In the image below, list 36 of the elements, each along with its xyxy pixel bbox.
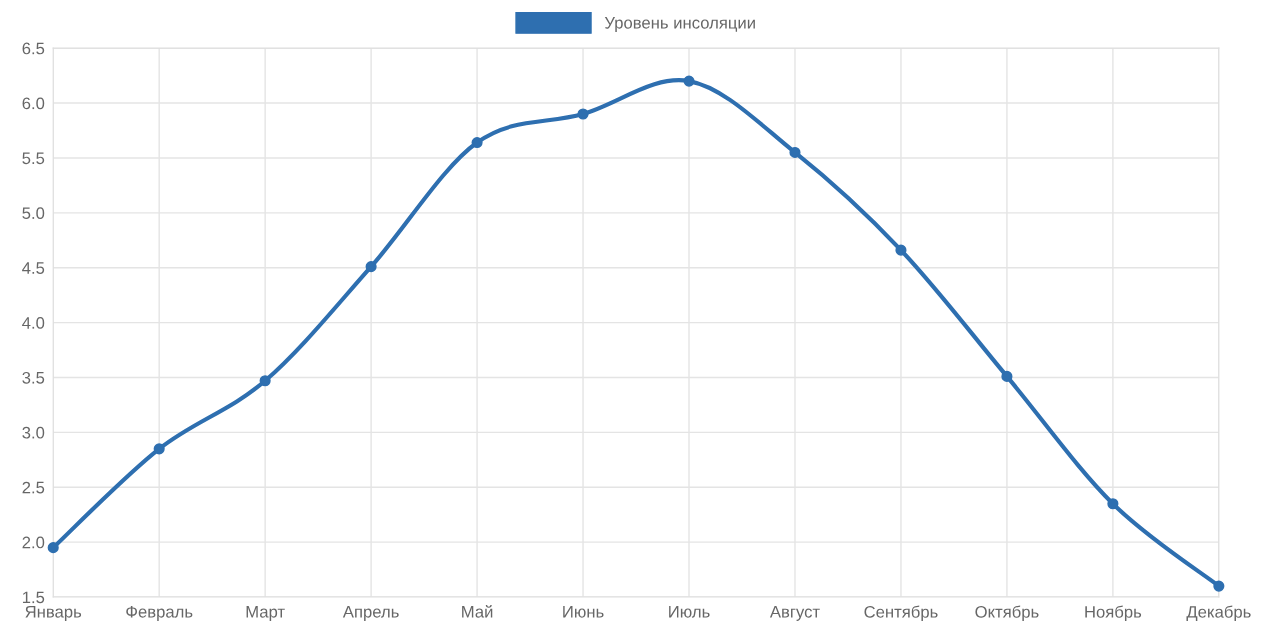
y-tick-label: 6.5	[22, 42, 45, 55]
point	[577, 108, 589, 120]
point	[153, 443, 165, 455]
point	[789, 146, 801, 158]
point	[1001, 370, 1013, 382]
point	[365, 261, 377, 273]
y-tick-label: 5.5	[22, 152, 45, 165]
x-tick-label: Декабрь	[1186, 605, 1251, 622]
point	[683, 75, 695, 87]
y-tick-label: 4.0	[22, 317, 45, 329]
point	[1107, 498, 1119, 510]
point	[471, 137, 483, 149]
x-tick-label: Апрель	[342, 606, 399, 621]
x-tick-label: Июль	[669, 606, 710, 618]
point	[47, 542, 59, 554]
x-tick-label: Май	[462, 605, 493, 618]
point	[1213, 580, 1225, 592]
x-tick-label: Февраль	[126, 605, 193, 621]
x-tick-label: Октябрь	[975, 605, 1039, 622]
y-tick-label: 2.0	[22, 536, 45, 549]
y-tick-label: 3.5	[22, 371, 45, 384]
point	[895, 244, 907, 256]
x-tick-label: Март	[246, 606, 285, 621]
y-tick-label: 1.5	[22, 591, 45, 604]
x-tick-label: Ноябрь	[1085, 605, 1142, 622]
y-tick-label: 4.5	[22, 262, 45, 274]
y-tick-label: 2.5	[22, 481, 45, 494]
point	[259, 375, 271, 387]
legend-label: Уровень инсоляции	[604, 17, 755, 32]
x-tick-label: Сентябрь	[864, 605, 938, 622]
x-tick-label: Август	[769, 606, 820, 621]
x-tick-label: Январь	[25, 606, 82, 621]
y-tick-label: 5.0	[22, 207, 45, 220]
y-tick-label: 6.0	[22, 97, 45, 110]
y-tick-label: 3.0	[22, 426, 45, 439]
x-tick-label: Июнь	[563, 606, 604, 618]
